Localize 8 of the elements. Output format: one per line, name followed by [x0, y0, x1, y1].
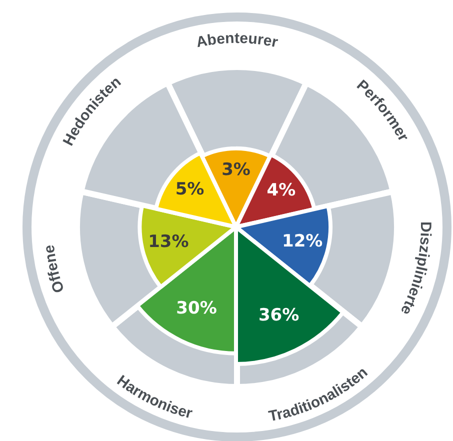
data-label: 36% [258, 305, 300, 326]
data-label: 12% [282, 232, 323, 252]
data-label: 5% [175, 180, 204, 200]
data-label: 4% [266, 180, 296, 200]
data-label: 13% [148, 232, 189, 252]
category-label: Abenteurer [194, 30, 280, 52]
data-label: 3% [222, 160, 250, 180]
data-label: 30% [176, 298, 217, 318]
